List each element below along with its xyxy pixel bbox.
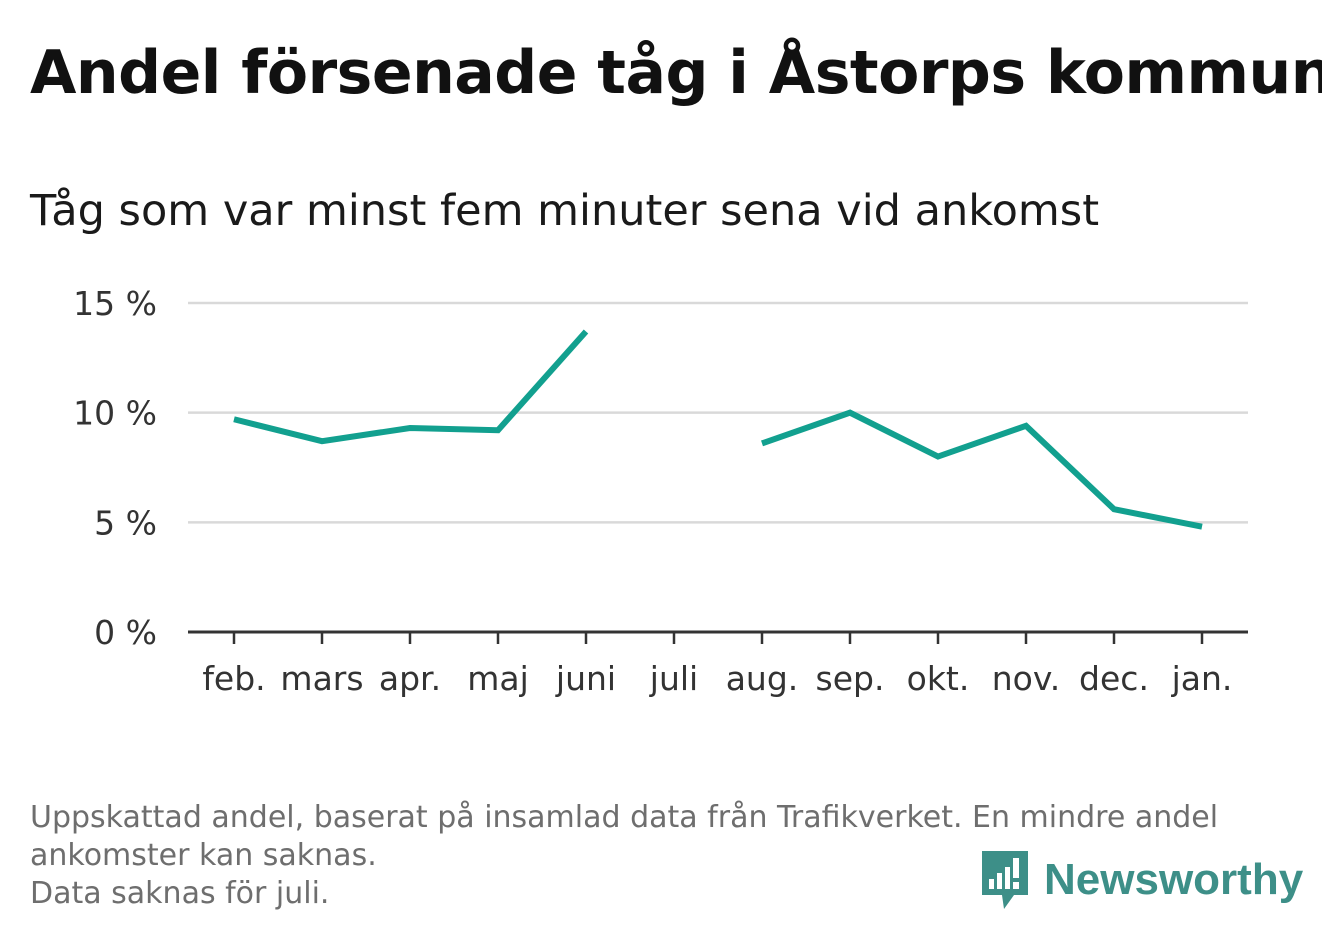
x-tick-label: okt. — [907, 659, 970, 698]
series-line-segment — [761, 409, 1203, 530]
line-chart: 0 % 5 % 10 % 15 % feb. mars apr. maj juni juli au… — [73, 284, 1248, 698]
footnote: Uppskattad andel, baserat på insamlad da… — [30, 799, 1280, 913]
x-tick-label: dec. — [1079, 659, 1149, 698]
x-tick-label: jan. — [1171, 659, 1233, 698]
x-tick-label: juli — [649, 659, 698, 698]
x-tick-label: aug. — [726, 659, 799, 698]
footnote-line-2: ankomster kan saknas. — [30, 838, 377, 873]
series-line-segment — [233, 329, 589, 445]
x-axis-labels: feb. mars apr. maj juni juli aug. sep. okt. nov. d… — [202, 659, 1232, 698]
y-tick-label: 0 % — [94, 613, 157, 652]
series — [233, 329, 1203, 530]
chart-title: Andel försenade tåg i Åstorps kommun — [30, 38, 1322, 108]
x-tick-label: sep. — [816, 659, 885, 698]
bar-chart-bubble-icon — [982, 851, 1028, 909]
x-tick-label: nov. — [992, 659, 1061, 698]
x-axis — [188, 630, 1248, 644]
chart-subtitle: Tåg som var minst fem minuter sena vid a… — [30, 186, 1100, 236]
x-tick-label: mars — [280, 659, 363, 698]
footnote-line-3: Data saknas för juli. — [30, 876, 330, 911]
newsworthy-logo: Newsworthy — [980, 848, 1303, 912]
x-tick-label: feb. — [202, 659, 265, 698]
x-tick-label: juni — [555, 659, 616, 698]
y-tick-label: 5 % — [94, 503, 157, 542]
footnote-line-1: Uppskattad andel, baserat på insamlad da… — [30, 800, 1219, 835]
y-tick-label: 15 % — [73, 284, 157, 323]
y-axis-labels: 0 % 5 % 10 % 15 % — [73, 284, 157, 652]
gridlines — [188, 301, 1248, 524]
x-tick-label: maj — [467, 659, 529, 698]
x-tick-label: apr. — [379, 659, 441, 698]
logo-text: Newsworthy — [1044, 855, 1304, 904]
y-tick-label: 10 % — [73, 394, 157, 433]
